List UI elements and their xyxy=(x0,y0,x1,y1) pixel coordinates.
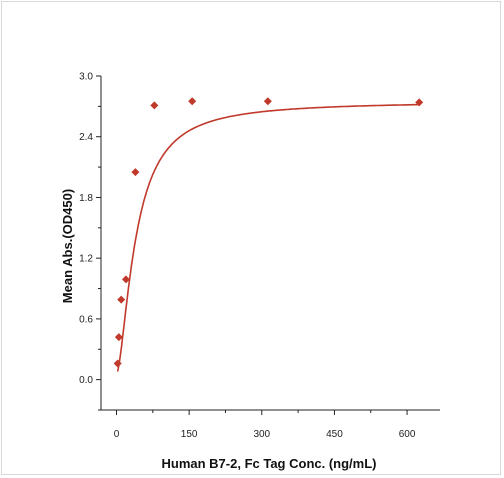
x-tick-label: 0 xyxy=(114,429,120,440)
y-tick-label: 0.0 xyxy=(79,375,93,386)
data-point xyxy=(113,359,122,368)
x-axis-ticks: 0 150 300 450 600 xyxy=(114,410,416,440)
fit-curve xyxy=(116,103,420,372)
x-tick-label: 150 xyxy=(181,429,198,440)
data-point xyxy=(415,98,424,107)
x-tick-label: 300 xyxy=(253,429,270,440)
data-point xyxy=(117,295,126,304)
axes xyxy=(100,76,440,411)
y-axis-title: Mean Abs.(OD450) xyxy=(60,189,75,303)
y-tick-label: 0.6 xyxy=(79,314,93,325)
y-tick-label: 2.4 xyxy=(79,132,93,143)
data-points xyxy=(113,97,424,368)
x-axis-title: Human B7-2, Fc Tag Conc. (ng/mL) xyxy=(162,456,377,471)
y-axis-ticks: 0.0 0.6 1.2 1.8 2.4 3.0 xyxy=(79,72,101,411)
y-tick-label: 3.0 xyxy=(79,72,93,83)
y-tick-label: 1.2 xyxy=(79,254,93,265)
data-point xyxy=(188,97,197,106)
data-point xyxy=(131,168,140,177)
y-tick-label: 1.8 xyxy=(79,193,93,204)
x-tick-label: 600 xyxy=(399,429,416,440)
data-point xyxy=(121,275,130,284)
data-point xyxy=(263,97,272,106)
data-point xyxy=(150,101,159,110)
data-point xyxy=(114,333,123,342)
x-tick-label: 450 xyxy=(326,429,343,440)
